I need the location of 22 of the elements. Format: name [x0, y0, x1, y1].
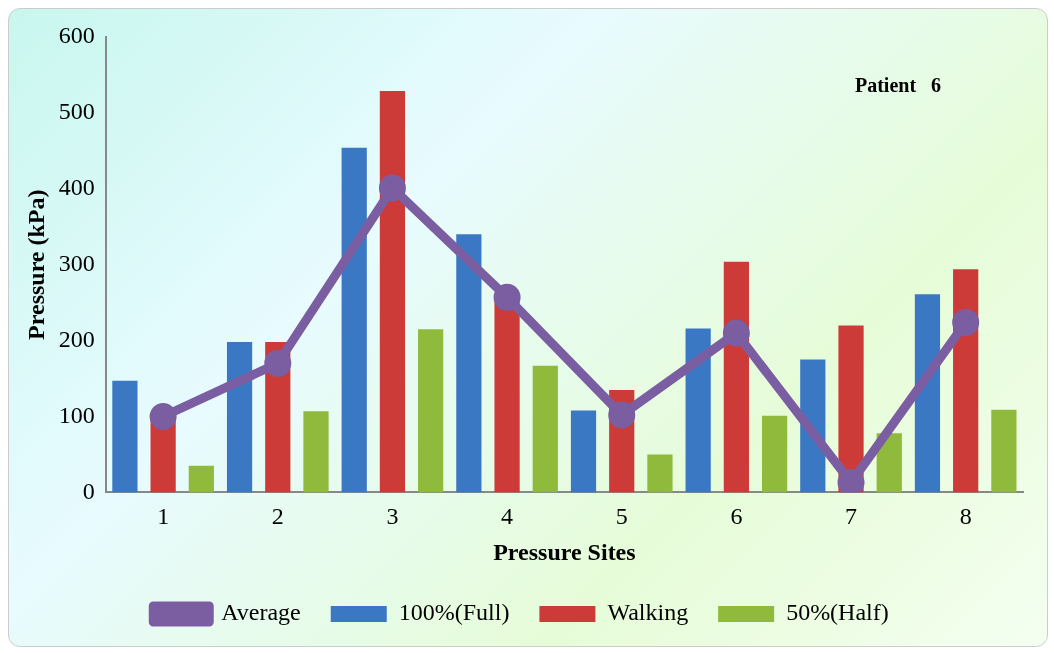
x-tick-label: 4 [501, 503, 514, 530]
legend-label: 100%(Full) [398, 599, 510, 626]
x-tick-label: 2 [271, 503, 284, 530]
y-tick-label: 200 [58, 325, 95, 352]
y-tick-label: 0 [82, 477, 95, 504]
x-tick-label: 5 [615, 503, 628, 530]
legend-label: Average [221, 599, 301, 626]
y-tick-label: 600 [58, 22, 95, 49]
x-axis-title: Pressure Sites [493, 538, 636, 565]
y-tick-label: 400 [58, 174, 95, 201]
legend-label: 50%(Half) [786, 599, 889, 626]
y-tick-label: 300 [58, 250, 95, 276]
x-tick-label: 6 [730, 503, 743, 530]
y-tick-label: 100 [58, 401, 95, 428]
annotation: Patient 6 [854, 74, 942, 97]
legend-label: Walking [607, 599, 689, 626]
x-tick-label: 7 [845, 503, 858, 530]
x-tick-label: 3 [386, 503, 399, 530]
x-tick-label: 1 [157, 503, 170, 530]
y-axis-title: Pressure (kPa) [22, 189, 49, 340]
x-tick-label: 8 [959, 503, 972, 530]
y-tick-label: 500 [58, 98, 95, 125]
